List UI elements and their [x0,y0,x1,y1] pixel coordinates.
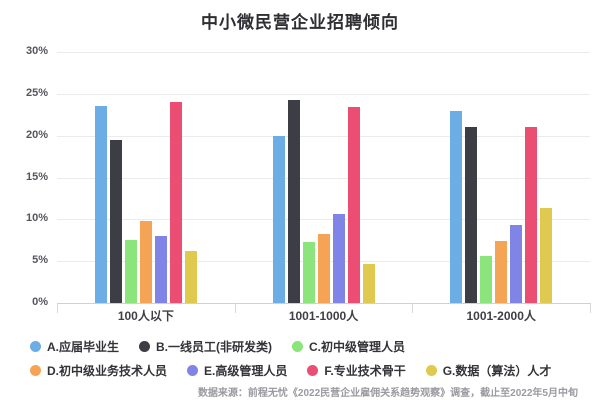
bar-C-1001-1000人 [302,241,315,303]
y-tick-label: 25% [25,86,48,99]
bar-E-1001-1000人 [332,214,345,303]
bar-G-100人以下 [184,251,197,303]
x-axis-line [57,303,590,304]
legend-item-C: C.初中级管理人员 [292,338,405,355]
gridline [57,52,590,53]
legend-label: E.高级管理人员 [204,364,288,378]
bar-E-1001-2000人 [510,225,523,303]
legend-item-A: A.应届毕业生 [30,338,119,355]
legend-marker-circle-icon [30,341,41,352]
gridline [57,136,590,137]
bar-E-100人以下 [154,236,167,303]
y-tick-label: 30% [25,45,48,57]
x-axis-tick [57,303,58,313]
x-category-label: 1001-2000人 [466,309,536,323]
bar-group-1 [57,52,235,303]
bar-G-1001-1000人 [362,263,375,303]
bar-group-2 [235,52,413,303]
legend-label: D.初中级业务技术人员 [47,364,168,378]
legend-item-G: G.数据（算法）人才 [425,362,552,379]
y-tick-label: 10% [25,212,48,225]
y-tick-label: 5% [32,254,48,267]
legend-item-F: F.专业技术骨干 [307,362,406,379]
legend-marker-circle-icon [292,341,304,352]
x-category-label: 100人以下 [117,309,174,323]
x-category-label: 1001-1000人 [288,309,359,323]
bar-groups-container [57,52,590,303]
data-source-note: 数据来源：前程无忧《2022民营企业雇佣关系趋势观察》调查，截止至2022年5月… [197,388,578,399]
gridline [57,178,590,179]
y-tick-label: 15% [25,170,48,183]
legend-row: D.初中级业务技术人员 E.高级管理人员 F.专业技术骨干 G.数据（算法）人才 [30,362,585,379]
legend-label: C.初中级管理人员 [309,340,406,354]
legend-marker-circle-icon [187,365,199,376]
legend-row: A.应届毕业生 B.一线员工(非研发类) C.初中级管理人员 [30,338,585,355]
chart-title: 中小微民营企业招聘倾向 [201,13,399,32]
legend-label: B.一线员工(非研发类) [156,340,273,354]
bar-B-1001-1000人 [287,99,300,303]
x-axis-tick [590,303,591,313]
bar-group-3 [412,52,590,303]
y-tick-label: 20% [25,128,48,141]
bar-F-1001-1000人 [347,107,360,303]
bar-D-1001-2000人 [495,241,508,303]
legend-item-D: D.初中级业务技术人员 [30,362,167,379]
legend-label: F.专业技术骨干 [324,364,406,378]
bar-C-100人以下 [124,240,137,303]
legend-item-B: B.一线员工(非研发类) [139,338,272,355]
bar-D-1001-1000人 [317,234,330,303]
y-tick-label: 0% [32,296,48,308]
bar-F-100人以下 [169,102,182,303]
bar-A-100人以下 [94,106,107,303]
bar-B-100人以下 [109,139,122,303]
gridline [57,94,590,95]
legend-marker-circle-icon [307,365,319,376]
bar-F-1001-2000人 [525,127,538,303]
gridline [57,219,590,220]
legend: A.应届毕业生 B.一线员工(非研发类) C.初中级管理人员 D.初中级业务技术人员 E… [30,338,585,386]
legend-item-E: E.高级管理人员 [187,362,287,379]
bar-A-1001-1000人 [272,135,285,303]
bar-C-1001-2000人 [480,256,493,303]
legend-label: A.应届毕业生 [47,340,120,354]
legend-marker-circle-icon [425,365,437,376]
plot-area [57,52,590,304]
legend-marker-circle-icon [139,341,151,352]
x-axis-labels: 100人以下 1001-1000人 1001-2000人 [57,307,590,324]
bar-D-100人以下 [139,221,152,303]
legend-label: G.数据（算法）人才 [442,364,552,378]
bar-A-1001-2000人 [450,110,463,303]
legend-marker-circle-icon [30,365,41,376]
bar-G-1001-2000人 [540,208,553,303]
bar-B-1001-2000人 [465,127,478,303]
x-axis-tick [235,303,236,313]
x-axis-tick [412,303,413,313]
